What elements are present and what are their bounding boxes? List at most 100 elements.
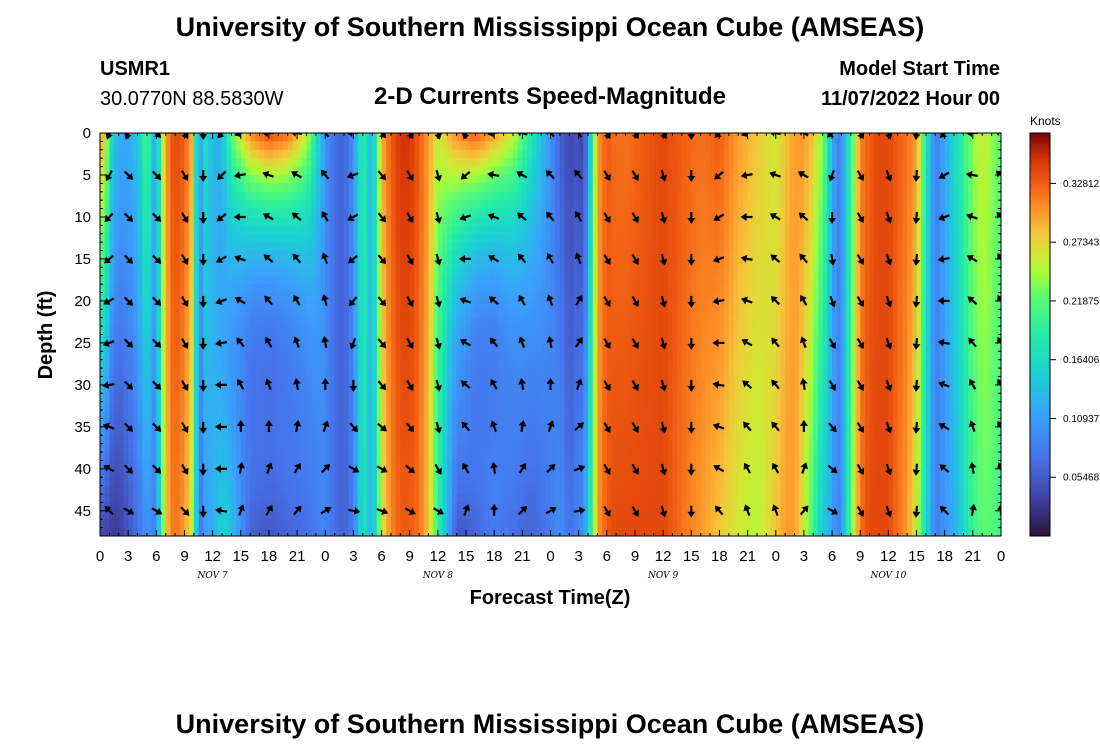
heatmap-cell bbox=[179, 216, 186, 226]
heatmap-cell bbox=[292, 418, 298, 428]
heatmap-cell bbox=[381, 141, 387, 151]
heatmap-cell bbox=[386, 393, 392, 403]
heatmap-cell bbox=[480, 149, 486, 159]
heatmap-cell bbox=[494, 183, 500, 193]
heatmap-cell bbox=[146, 443, 153, 453]
heatmap-cell bbox=[128, 485, 134, 495]
heatmap-cell bbox=[423, 477, 430, 487]
heatmap-cell bbox=[311, 368, 317, 378]
heatmap-cell bbox=[268, 443, 275, 453]
heatmap-cell bbox=[165, 485, 171, 495]
heatmap-cell bbox=[198, 258, 204, 268]
heatmap-cell bbox=[437, 133, 444, 142]
heatmap-cell bbox=[447, 284, 453, 294]
heatmap-cell bbox=[240, 183, 247, 193]
heatmap-cell bbox=[480, 359, 486, 369]
heatmap-cell bbox=[273, 477, 279, 487]
heatmap-cell bbox=[184, 166, 190, 176]
heatmap-cell bbox=[508, 292, 514, 302]
heatmap-cell bbox=[550, 300, 556, 310]
heatmap-cell bbox=[498, 200, 505, 210]
heatmap-cell bbox=[527, 359, 533, 369]
heatmap-cell bbox=[297, 284, 303, 294]
heatmap-cell bbox=[100, 326, 106, 336]
heatmap-cell bbox=[222, 242, 228, 252]
heatmap-cell bbox=[512, 342, 519, 352]
heatmap-cell bbox=[541, 141, 547, 151]
heatmap-cell bbox=[156, 149, 162, 159]
heatmap-cell bbox=[400, 233, 406, 243]
heatmap-cell bbox=[489, 233, 495, 243]
heatmap-cell bbox=[372, 410, 378, 420]
heatmap-cell bbox=[508, 233, 514, 243]
heatmap-cell bbox=[137, 309, 143, 319]
heatmap-cell bbox=[344, 393, 350, 403]
heatmap-cell bbox=[358, 384, 364, 394]
heatmap-cell bbox=[466, 158, 472, 168]
heatmap-cell bbox=[386, 510, 392, 520]
heatmap-cell bbox=[142, 225, 148, 235]
heatmap-cell bbox=[353, 342, 359, 352]
heatmap-cell bbox=[358, 326, 364, 336]
heatmap-cell bbox=[489, 477, 495, 487]
heatmap-cell bbox=[161, 435, 167, 445]
heatmap-cell bbox=[250, 401, 256, 411]
heatmap-cell bbox=[231, 410, 237, 420]
heatmap-cell bbox=[315, 208, 322, 218]
heatmap-cell bbox=[503, 284, 509, 294]
heatmap-cell bbox=[259, 418, 265, 428]
heatmap-cell bbox=[400, 158, 406, 168]
heatmap-cell bbox=[578, 208, 584, 218]
heatmap-cell bbox=[329, 510, 336, 520]
heatmap-cell bbox=[156, 208, 162, 218]
heatmap-cell bbox=[386, 351, 392, 361]
heatmap-cell bbox=[146, 141, 153, 151]
heatmap-cell bbox=[297, 418, 303, 428]
heatmap-cell bbox=[545, 351, 552, 361]
heatmap-cell bbox=[292, 158, 298, 168]
heatmap-cell bbox=[569, 267, 575, 277]
heatmap-cell bbox=[264, 208, 270, 218]
heatmap-cell bbox=[451, 242, 458, 252]
heatmap-cell bbox=[541, 133, 547, 142]
heatmap-cell bbox=[498, 393, 505, 403]
heatmap-cell bbox=[541, 502, 547, 512]
heatmap-cell bbox=[583, 183, 589, 193]
heatmap-cell bbox=[541, 401, 547, 411]
heatmap-cell bbox=[503, 233, 509, 243]
heatmap-cell bbox=[367, 359, 373, 369]
heatmap-cell bbox=[170, 141, 176, 151]
heatmap-cell bbox=[137, 191, 143, 201]
heatmap-cell bbox=[151, 359, 157, 369]
heatmap-cell bbox=[146, 326, 153, 336]
heatmap-cell bbox=[254, 258, 261, 268]
heatmap-cell bbox=[498, 468, 505, 478]
heatmap-cell bbox=[409, 225, 416, 235]
heatmap-cell bbox=[527, 284, 533, 294]
heatmap-cell bbox=[480, 527, 486, 536]
heatmap-cell bbox=[334, 418, 340, 428]
heatmap-cell bbox=[146, 452, 153, 462]
heatmap-cell bbox=[203, 284, 209, 294]
heatmap-cell bbox=[114, 384, 120, 394]
heatmap-cell bbox=[301, 149, 308, 159]
heatmap-cell bbox=[259, 300, 265, 310]
heatmap-cell bbox=[179, 368, 186, 378]
heatmap-cell bbox=[541, 359, 547, 369]
heatmap-cell bbox=[362, 309, 369, 319]
heatmap-cell bbox=[146, 267, 153, 277]
heatmap-cell bbox=[212, 300, 218, 310]
heatmap-cell bbox=[198, 510, 204, 520]
heatmap-cell bbox=[573, 494, 580, 504]
heatmap-cell bbox=[264, 174, 270, 184]
heatmap-cell bbox=[100, 393, 106, 403]
heatmap-cell bbox=[193, 384, 200, 394]
heatmap-cell bbox=[118, 174, 125, 184]
heatmap-cell bbox=[292, 527, 298, 536]
heatmap-cell bbox=[419, 284, 425, 294]
heatmap-cell bbox=[442, 174, 448, 184]
heatmap-cell bbox=[109, 401, 115, 411]
heatmap-cell bbox=[273, 494, 279, 504]
heatmap-cell bbox=[405, 258, 411, 268]
heatmap-cell bbox=[475, 502, 481, 512]
